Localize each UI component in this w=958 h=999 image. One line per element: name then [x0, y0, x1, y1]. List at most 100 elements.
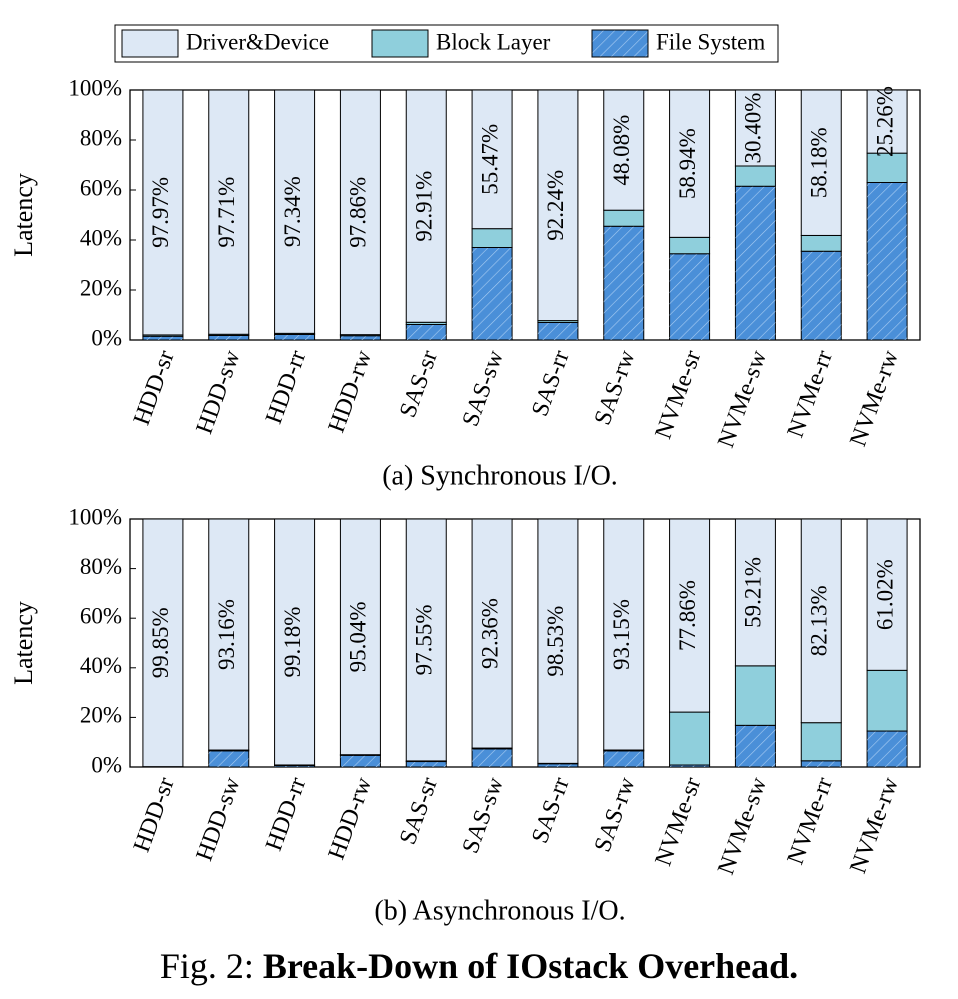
bar-hatch	[340, 335, 381, 340]
bar-segment	[866, 89, 908, 154]
bar-segment	[603, 518, 645, 751]
chart-title: (a) Synchronous I/O.	[382, 460, 618, 491]
x-tick-label: NVMe-rw	[845, 773, 904, 876]
bar-hatch	[274, 334, 315, 340]
data-label: 55.47%	[477, 124, 502, 195]
caption-text: Break-Down of IOstack Overhead.	[263, 946, 798, 986]
y-tick-label: 0%	[91, 325, 122, 350]
data-label: 97.86%	[346, 177, 371, 248]
bar-hatch	[867, 182, 908, 340]
x-tick-label: NVMe-sr	[650, 774, 706, 869]
x-tick-label: SAS-rw	[590, 773, 641, 855]
data-label: 77.86%	[675, 580, 700, 651]
plot-frame	[129, 89, 921, 341]
x-tick-label: NVMe-rr	[783, 774, 838, 868]
bar-hatch	[603, 226, 644, 340]
y-tick-label: 40%	[80, 225, 122, 250]
bar-segment	[339, 518, 381, 756]
bar-segment	[669, 236, 711, 255]
y-axis-label: Latency	[9, 173, 38, 257]
data-label: 92.91%	[412, 171, 437, 242]
data-label: 61.02%	[872, 559, 897, 630]
bar-hatch	[669, 253, 710, 340]
bar-segment	[800, 89, 842, 236]
legend-box	[114, 24, 779, 63]
data-label: 25.26%	[872, 86, 897, 157]
legend-label: Driver&Device	[186, 29, 329, 54]
y-tick-label: 20%	[80, 275, 122, 300]
legend-swatch	[121, 29, 179, 58]
bar-segment	[274, 89, 316, 334]
y-tick-label: 60%	[80, 603, 122, 628]
plot-frame	[129, 518, 921, 768]
bar-hatch	[669, 765, 710, 767]
bar-hatch	[406, 761, 447, 767]
x-tick-label: HDD-sr	[129, 774, 180, 856]
bar-segment	[669, 518, 711, 713]
data-label: 97.97%	[148, 177, 173, 248]
x-tick-label: NVMe-sr	[650, 347, 706, 442]
bar-segment	[603, 89, 645, 211]
caption-label: Fig. 2:	[160, 946, 254, 986]
y-tick-label: 40%	[80, 653, 122, 678]
bar-segment	[866, 518, 908, 671]
bar-segment	[471, 518, 513, 749]
bar-segment	[800, 234, 842, 252]
x-tick-label: HDD-rr	[261, 347, 311, 427]
data-label: 98.53%	[543, 606, 568, 677]
bar-segment	[208, 518, 250, 751]
bar-segment	[208, 89, 250, 335]
data-label: 93.16%	[214, 599, 239, 670]
x-tick-label: SAS-rr	[527, 774, 575, 847]
bar-hatch	[142, 336, 183, 340]
y-tick-label: 100%	[68, 75, 122, 100]
bar-segment	[866, 152, 908, 183]
bar-hatch	[340, 755, 381, 767]
bar-segment	[405, 518, 447, 762]
x-tick-label: SAS-rw	[590, 346, 641, 428]
data-label: 58.94%	[675, 128, 700, 199]
y-tick-label: 100%	[68, 504, 122, 529]
bar-hatch	[735, 725, 776, 767]
x-tick-label: SAS-sw	[458, 773, 510, 856]
bar-hatch	[537, 763, 578, 767]
data-label: 48.08%	[609, 115, 634, 186]
bar-segment	[734, 518, 776, 667]
bar-hatch	[208, 335, 249, 340]
chart-title: (b) Asynchronous I/O.	[374, 895, 625, 926]
x-tick-label: HDD-rw	[324, 773, 378, 863]
x-tick-label: HDD-rw	[324, 346, 378, 436]
legend-label: Block Layer	[436, 29, 551, 54]
y-tick-label: 80%	[80, 125, 122, 150]
x-tick-label: NVMe-sw	[713, 346, 772, 451]
bar-hatch	[867, 731, 908, 767]
bar-hatch	[472, 247, 513, 340]
bar-hatch	[208, 750, 249, 767]
bar-segment	[274, 518, 316, 766]
x-tick-label: SAS-rr	[527, 347, 575, 420]
figure-caption: Fig. 2: Break-Down of IOstack Overhead.	[160, 946, 798, 986]
y-tick-label: 20%	[80, 703, 122, 728]
bar-segment	[537, 518, 579, 764]
y-axis-label: Latency	[9, 601, 38, 685]
y-tick-label: 60%	[80, 175, 122, 200]
bar-segment	[537, 89, 579, 322]
x-tick-label: NVMe-rr	[783, 347, 838, 441]
y-tick-label: 80%	[80, 554, 122, 579]
bar-segment	[669, 711, 711, 766]
data-label: 30.40%	[741, 93, 766, 164]
bar-segment	[405, 89, 447, 323]
bar-segment	[800, 722, 842, 762]
x-tick-label: HDD-sw	[191, 346, 245, 437]
x-tick-label: SAS-sr	[395, 347, 443, 421]
bar-hatch	[735, 186, 776, 340]
data-label: 99.85%	[148, 607, 173, 678]
bar-hatch	[472, 748, 513, 767]
data-label: 58.18%	[807, 127, 832, 198]
x-tick-label: SAS-sr	[395, 774, 443, 848]
bar-hatch	[801, 251, 842, 340]
data-label: 82.13%	[807, 585, 832, 656]
data-label: 95.04%	[346, 601, 371, 672]
data-label: 93.15%	[609, 599, 634, 670]
